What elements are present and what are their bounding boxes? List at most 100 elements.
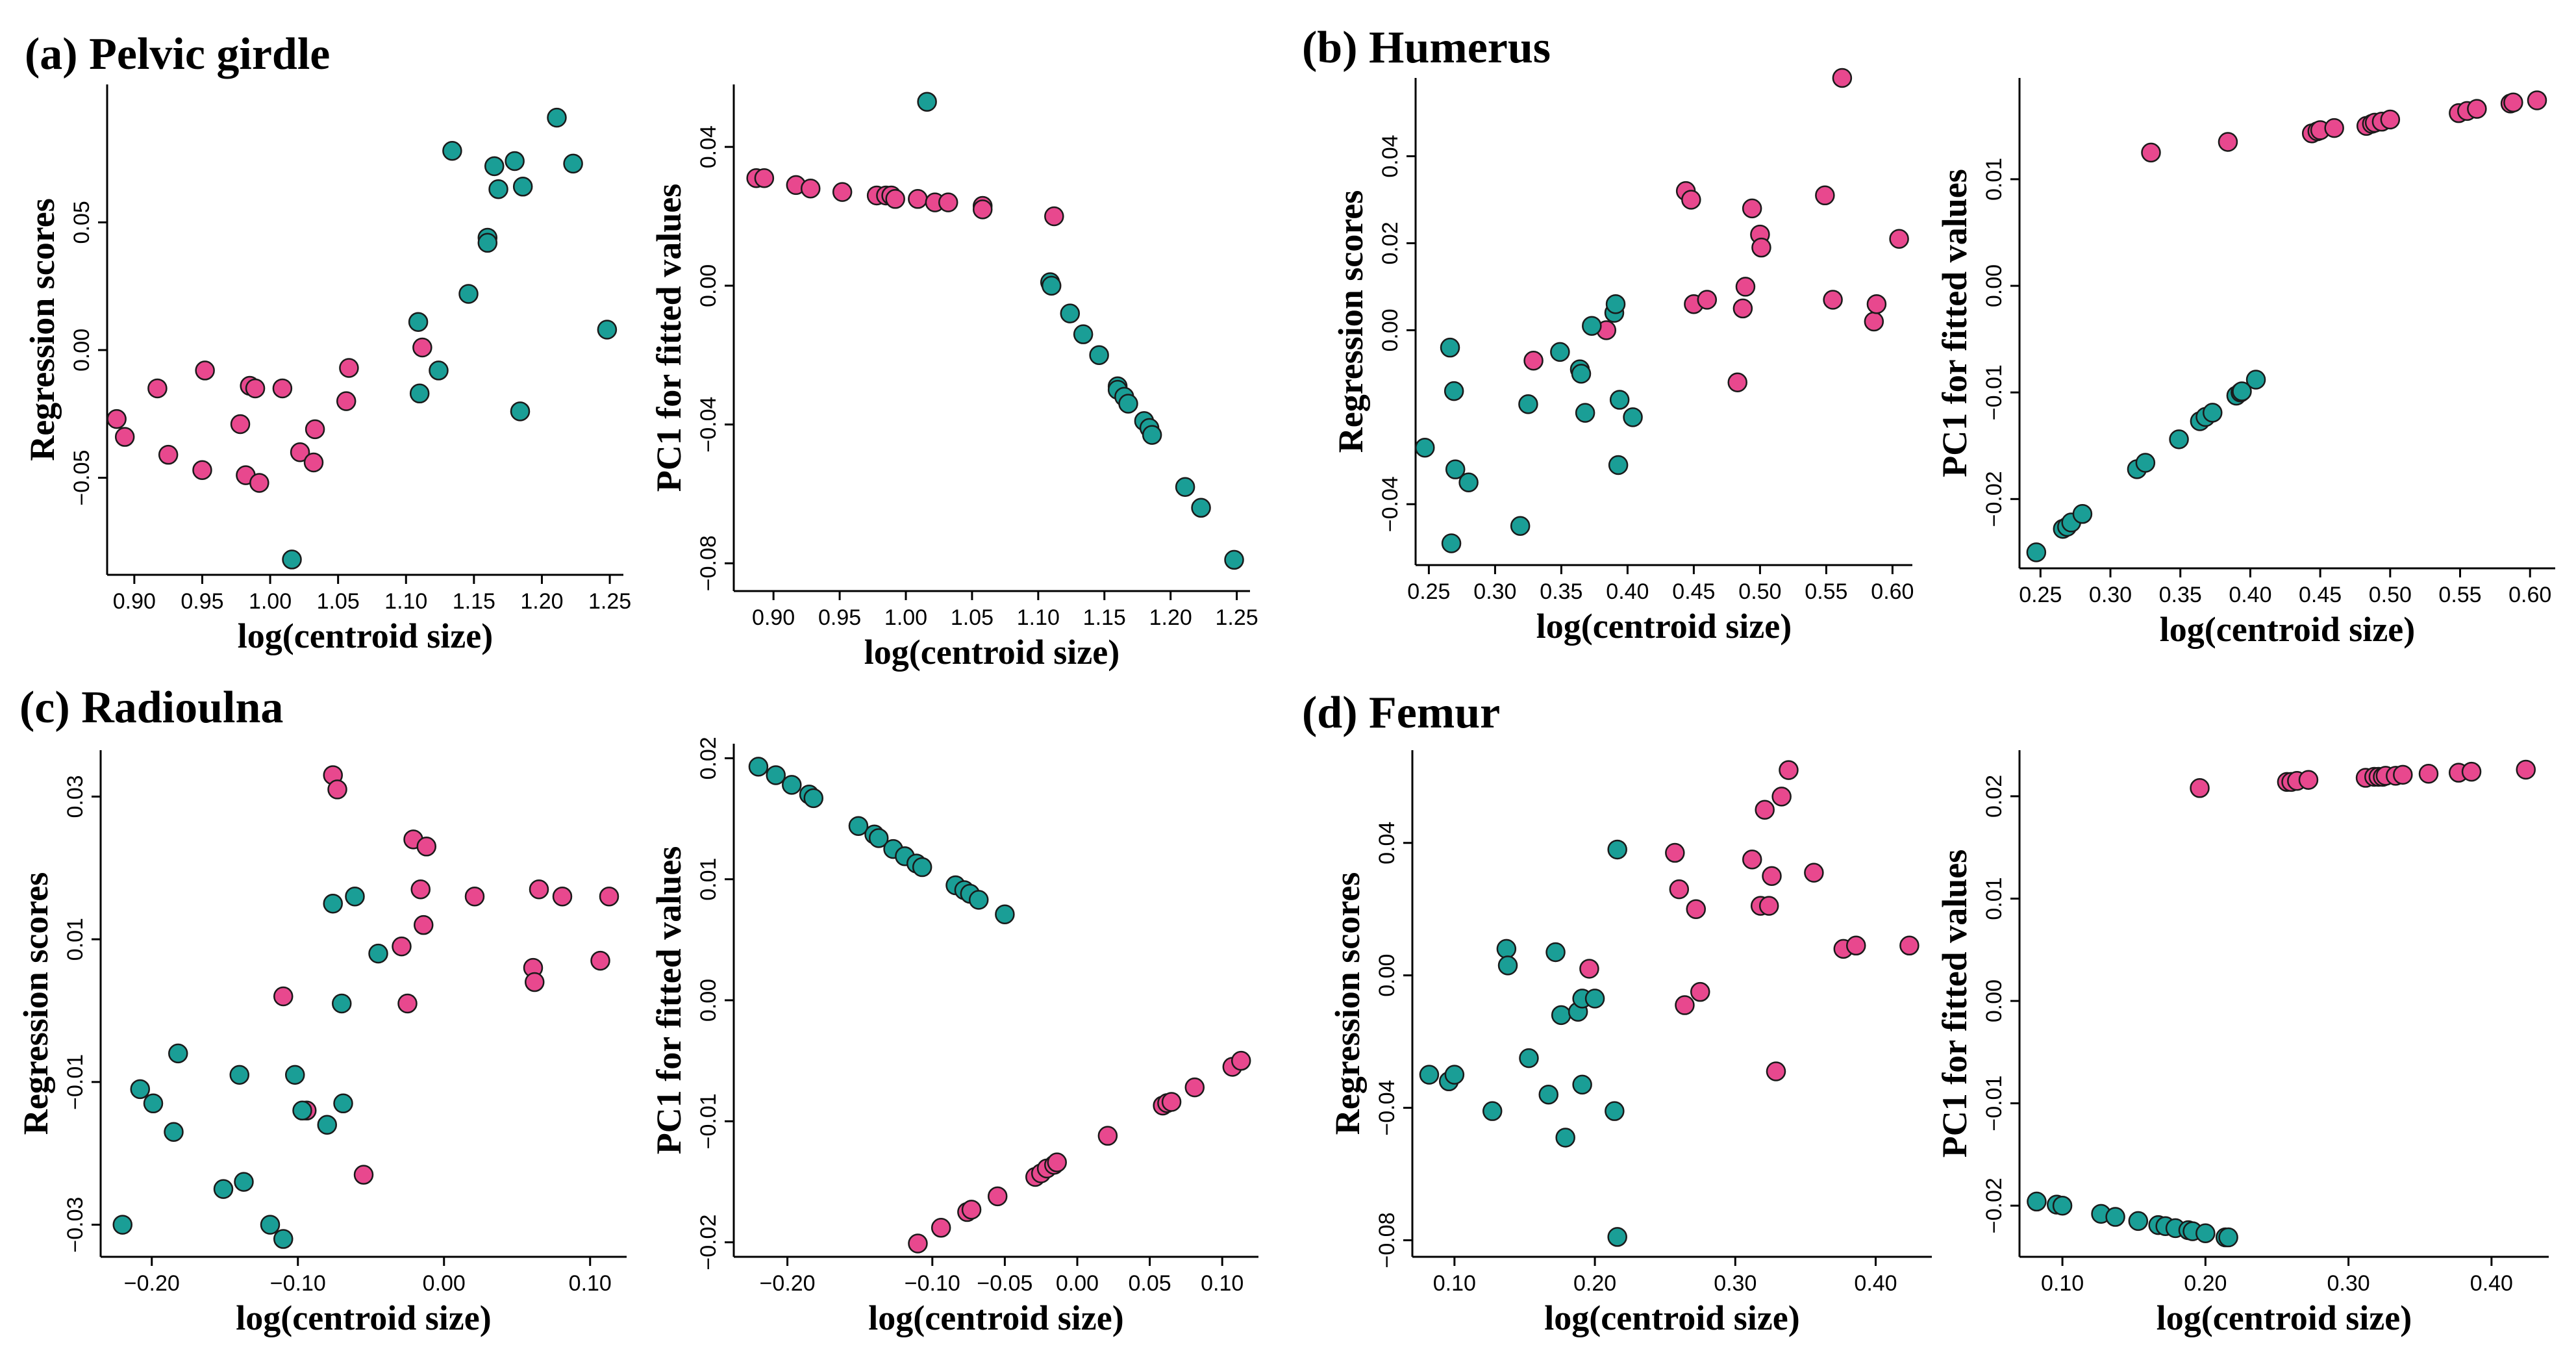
data-point-teal bbox=[429, 360, 449, 381]
data-point-teal bbox=[1224, 549, 1244, 570]
x-tick-label: −0.05 bbox=[977, 1271, 1032, 1296]
data-point-pink bbox=[412, 337, 432, 358]
y-tick-label: 0.04 bbox=[1378, 134, 1403, 177]
data-point-teal bbox=[477, 233, 498, 253]
x-tick-label: 0.40 bbox=[2229, 583, 2271, 607]
x-tick-label: 1.10 bbox=[384, 589, 427, 614]
y-tick-label: 0.02 bbox=[1378, 221, 1403, 264]
data-point-teal bbox=[1609, 390, 1630, 410]
x-tick-label: 1.10 bbox=[1017, 605, 1060, 630]
y-tick-label: 0.00 bbox=[696, 264, 721, 307]
data-point-teal bbox=[1519, 1048, 1539, 1068]
x-tick-label: 1.25 bbox=[1216, 605, 1258, 630]
data-point-pink bbox=[1727, 372, 1747, 392]
data-point-teal bbox=[1440, 337, 1460, 358]
y-tick-label: −0.04 bbox=[696, 397, 721, 453]
data-point-pink bbox=[1771, 787, 1792, 807]
data-point-pink bbox=[1866, 294, 1887, 314]
data-point-teal bbox=[2195, 1223, 2216, 1244]
data-point-teal bbox=[1118, 394, 1138, 414]
data-point-pink bbox=[1758, 896, 1779, 916]
data-point-pink bbox=[1697, 290, 1718, 310]
y-tick-label: 0.00 bbox=[1982, 264, 2007, 307]
x-tick-label: 0.50 bbox=[2369, 583, 2412, 607]
scatter-plot-8: 0.10 0.20 0.30 0.40 −0.02 −0.01 0.00 0.01 0.02 lo… bbox=[1935, 750, 2549, 1337]
data-point-teal bbox=[1518, 394, 1538, 414]
data-point-teal bbox=[332, 993, 352, 1014]
data-point-teal bbox=[512, 177, 533, 197]
data-point-pink bbox=[1735, 277, 1756, 297]
data-point-teal bbox=[803, 788, 824, 809]
data-point-teal bbox=[1572, 1074, 1592, 1095]
panel-title-a: (a) Pelvic girdle bbox=[25, 29, 330, 79]
x-tick-label: 0.60 bbox=[2508, 583, 2551, 607]
data-point-pink bbox=[1889, 229, 1909, 249]
panel-title-d: (d) Femur bbox=[1302, 688, 1500, 738]
data-point-teal bbox=[1571, 364, 1592, 384]
data-point-pink bbox=[1779, 760, 1799, 780]
x-tick-label: 0.55 bbox=[2438, 583, 2481, 607]
y-tick-label: 0.00 bbox=[69, 329, 94, 372]
data-point-pink bbox=[1184, 1077, 1205, 1098]
x-tick-label: 0.20 bbox=[2184, 1271, 2227, 1296]
data-point-teal bbox=[2128, 1211, 2149, 1231]
scatter-plot-1: 0.90 0.95 1.00 1.05 1.10 1.15 1.20 1.25 −0.05 0.0… bbox=[23, 84, 631, 655]
data-point-pink bbox=[336, 391, 356, 411]
x-tick-label: 0.60 bbox=[1871, 579, 1914, 604]
x-axis-label: log(centroid size) bbox=[236, 1298, 491, 1337]
data-point-pink bbox=[1751, 237, 1771, 258]
data-point-pink bbox=[290, 442, 310, 462]
data-point-pink bbox=[2516, 759, 2536, 780]
y-tick-label: 0.02 bbox=[696, 737, 721, 779]
data-point-pink bbox=[590, 950, 610, 971]
data-point-teal bbox=[292, 1100, 312, 1121]
data-point-pink bbox=[931, 1218, 951, 1238]
x-tick-label: 0.45 bbox=[2299, 583, 2342, 607]
data-point-pink bbox=[1681, 190, 1701, 210]
data-point-teal bbox=[1605, 294, 1626, 314]
data-point-teal bbox=[2203, 403, 2223, 423]
data-point-teal bbox=[164, 1122, 184, 1142]
data-point-pink bbox=[1845, 935, 1866, 956]
data-point-pink bbox=[339, 358, 359, 378]
data-point-teal bbox=[273, 1229, 294, 1249]
data-point-pink bbox=[1815, 185, 1835, 206]
x-tick-label: 1.05 bbox=[951, 605, 994, 630]
x-tick-label: 1.20 bbox=[1149, 605, 1192, 630]
data-point-teal bbox=[1582, 316, 1602, 336]
data-point-pink bbox=[353, 1165, 374, 1185]
data-point-pink bbox=[2380, 109, 2401, 130]
data-point-pink bbox=[1665, 842, 1685, 863]
data-point-pink bbox=[147, 378, 168, 399]
x-tick-label: 1.05 bbox=[317, 589, 360, 614]
data-point-pink bbox=[754, 168, 775, 188]
data-point-pink bbox=[1161, 1092, 1182, 1112]
data-point-pink bbox=[1742, 198, 1762, 219]
scatter-plot-3: 0.25 0.30 0.35 0.40 0.45 0.50 0.55 0.60 −0.04 0.0… bbox=[1331, 68, 1914, 646]
data-point-teal bbox=[333, 1093, 353, 1114]
y-tick-label: 0.02 bbox=[1982, 775, 2007, 818]
y-tick-label: 0.01 bbox=[63, 918, 88, 961]
data-point-pink bbox=[1690, 981, 1710, 1002]
data-point-pink bbox=[230, 414, 251, 435]
data-point-pink bbox=[1832, 68, 1853, 88]
x-tick-label: 0.55 bbox=[1805, 579, 1847, 604]
data-point-teal bbox=[1605, 1101, 1625, 1121]
data-point-teal bbox=[597, 320, 618, 340]
data-point-pink bbox=[1742, 849, 1762, 870]
data-point-pink bbox=[303, 452, 324, 473]
y-tick-label: 0.03 bbox=[63, 775, 88, 818]
data-point-pink bbox=[2461, 761, 2482, 782]
data-point-teal bbox=[1458, 472, 1479, 493]
data-point-pink bbox=[2218, 132, 2238, 152]
x-tick-label: 1.25 bbox=[588, 589, 631, 614]
data-point-teal bbox=[1608, 455, 1629, 475]
data-point-pink bbox=[1864, 311, 1884, 332]
x-tick-label: 0.40 bbox=[2470, 1271, 2513, 1296]
panel-title-b: (b) Humerus bbox=[1302, 23, 1551, 73]
data-point-pink bbox=[800, 179, 821, 199]
data-point-teal bbox=[1623, 407, 1643, 427]
y-tick-label: 0.01 bbox=[696, 858, 721, 901]
data-point-pink bbox=[938, 192, 958, 212]
x-tick-label: 0.35 bbox=[1540, 579, 1582, 604]
